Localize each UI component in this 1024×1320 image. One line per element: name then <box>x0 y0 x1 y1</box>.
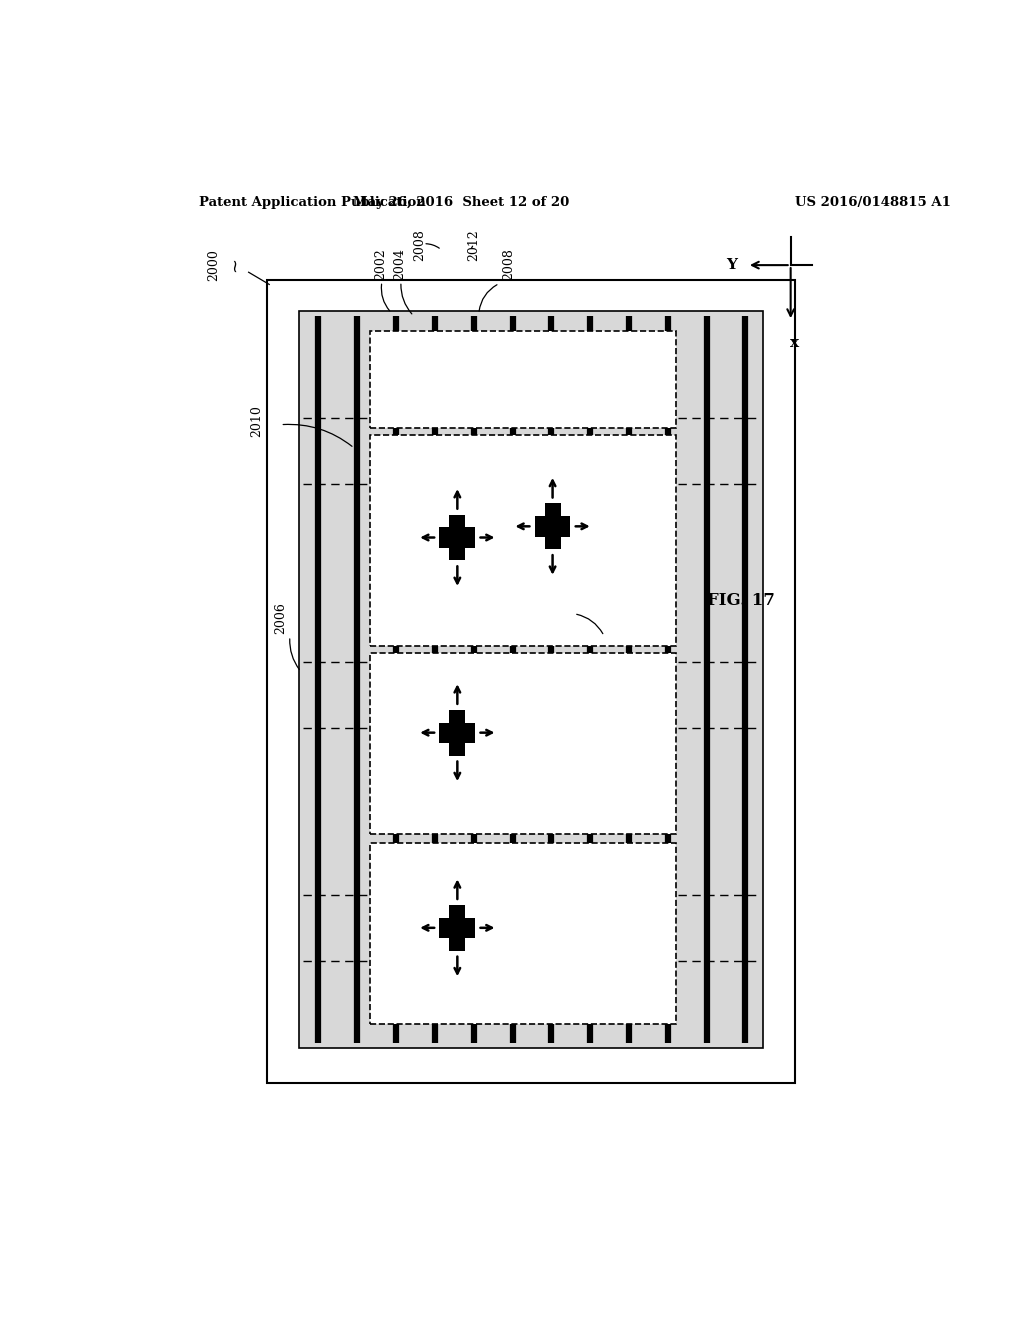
Bar <box>535 516 570 536</box>
Text: 2006: 2006 <box>578 577 591 610</box>
Text: May 26, 2016  Sheet 12 of 20: May 26, 2016 Sheet 12 of 20 <box>353 195 569 209</box>
Bar <box>439 722 475 743</box>
Text: 2012: 2012 <box>467 230 479 261</box>
Bar <box>370 653 676 834</box>
Bar <box>370 843 676 1024</box>
Bar <box>545 503 560 549</box>
Text: 2006: 2006 <box>273 602 287 634</box>
Bar <box>370 331 676 428</box>
Text: 2008: 2008 <box>414 230 427 261</box>
Text: US 2016/0148815 A1: US 2016/0148815 A1 <box>795 195 950 209</box>
Text: 2010: 2010 <box>250 405 263 437</box>
Bar <box>450 515 465 561</box>
Text: Patent Application Publication: Patent Application Publication <box>200 195 426 209</box>
Text: x: x <box>791 337 799 350</box>
Text: 2002: 2002 <box>374 248 387 280</box>
Bar <box>450 906 465 950</box>
Bar <box>267 280 795 1084</box>
Bar <box>299 312 763 1048</box>
Bar <box>370 434 676 647</box>
Bar <box>439 528 475 548</box>
Text: FIG. 17: FIG. 17 <box>708 593 775 609</box>
Text: 2008: 2008 <box>503 248 515 280</box>
Bar <box>450 710 465 755</box>
Text: ~: ~ <box>226 256 244 272</box>
Text: 2004: 2004 <box>393 248 406 280</box>
Text: Y: Y <box>726 259 736 272</box>
Text: 2000: 2000 <box>207 249 220 281</box>
Bar <box>439 917 475 939</box>
